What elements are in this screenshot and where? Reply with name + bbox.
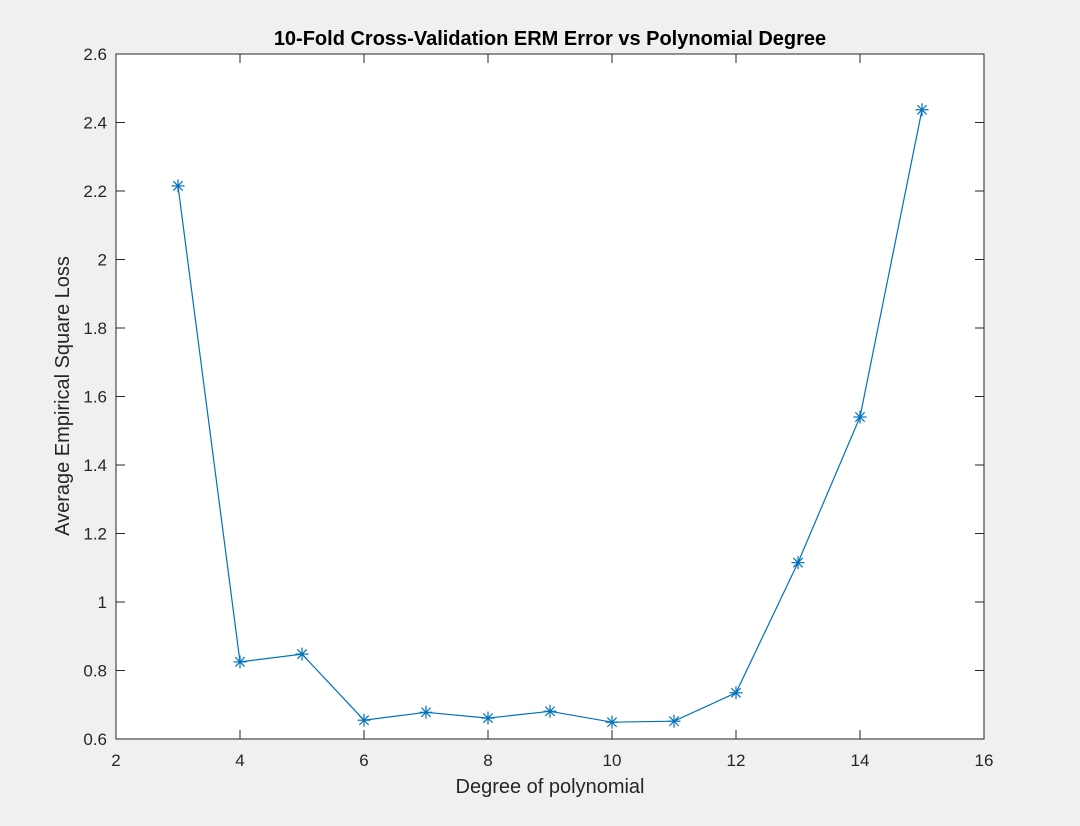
data-point-asterisk [543, 704, 557, 718]
data-point-asterisk [667, 714, 681, 728]
data-point-asterisk [481, 711, 495, 725]
y-tick-label: 1.4 [83, 456, 107, 475]
y-tick-label: 2.6 [83, 45, 107, 64]
x-tick-label: 4 [235, 751, 244, 770]
ticks: 2 4 6 8 10 12 14 16 0.6 0.8 1 1.2 1.4 1.6 1.8 2 2.2 2.4 2.… [83, 45, 993, 770]
y-tick-label: 1.6 [83, 388, 107, 407]
x-tick-label: 2 [111, 751, 120, 770]
y-tick-label: 2.2 [83, 182, 107, 201]
data-point-asterisk [605, 715, 619, 729]
plot-area [116, 54, 984, 739]
y-axis-label: Average Empirical Square Loss [52, 256, 74, 536]
y-tick-label: 2 [98, 251, 107, 270]
data-point-asterisk [791, 556, 805, 570]
x-tick-label: 12 [727, 751, 746, 770]
x-tick-label: 8 [483, 751, 492, 770]
data-point-asterisk [233, 655, 247, 669]
axes-box [115, 53, 985, 740]
data-point-asterisk [295, 647, 309, 661]
data-point-asterisk [915, 103, 929, 117]
data-point-asterisk [419, 705, 433, 719]
x-tick-label: 16 [975, 751, 994, 770]
data-point-asterisk [357, 713, 371, 727]
y-tick-label: 0.8 [83, 662, 107, 681]
y-tick-label: 2.4 [83, 114, 107, 133]
x-tick-label: 6 [359, 751, 368, 770]
y-tick-label: 1.2 [83, 525, 107, 544]
x-tick-label: 10 [603, 751, 622, 770]
x-tick-label: 14 [851, 751, 870, 770]
data-point-asterisk [171, 179, 185, 193]
y-tick-label: 1 [98, 593, 107, 612]
data-point-asterisk [853, 410, 867, 424]
series-layer [171, 103, 929, 729]
y-tick-label: 1.8 [83, 319, 107, 338]
y-tick-label: 0.6 [83, 730, 107, 749]
data-point-asterisk [729, 686, 743, 700]
x-axis-label: Degree of polynomial [456, 776, 645, 798]
chart-title: 10-Fold Cross-Validation ERM Error vs Po… [274, 28, 826, 50]
